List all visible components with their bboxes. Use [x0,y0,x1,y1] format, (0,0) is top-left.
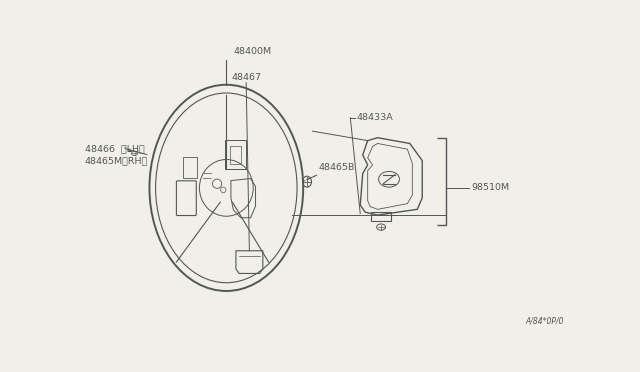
Text: 48466  〈LH〉: 48466 〈LH〉 [85,144,145,153]
Text: 48433A: 48433A [356,113,394,122]
Text: 48465B: 48465B [318,163,355,172]
Text: 48465M〈RH〉: 48465M〈RH〉 [85,156,148,165]
Text: A/84*0P/0: A/84*0P/0 [525,317,564,326]
Text: 98510M: 98510M [472,183,510,192]
Text: 48467: 48467 [231,73,261,82]
Text: 48400M: 48400M [234,47,272,56]
